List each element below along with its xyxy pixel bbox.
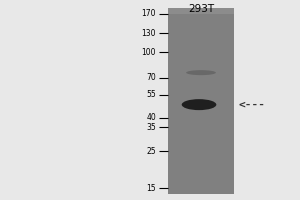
Ellipse shape: [182, 99, 216, 110]
Bar: [168, 8, 234, 194]
Text: 40: 40: [146, 113, 156, 122]
Text: 25: 25: [146, 147, 156, 156]
Text: 130: 130: [142, 29, 156, 38]
Text: 170: 170: [142, 9, 156, 18]
Text: 100: 100: [142, 48, 156, 57]
Text: <---: <---: [238, 100, 266, 110]
Text: 15: 15: [146, 184, 156, 193]
Text: 55: 55: [146, 90, 156, 99]
Text: 35: 35: [146, 123, 156, 132]
Text: 70: 70: [146, 73, 156, 82]
Bar: [168, 8, 234, 14]
Text: 293T: 293T: [188, 4, 214, 14]
Ellipse shape: [186, 70, 216, 75]
